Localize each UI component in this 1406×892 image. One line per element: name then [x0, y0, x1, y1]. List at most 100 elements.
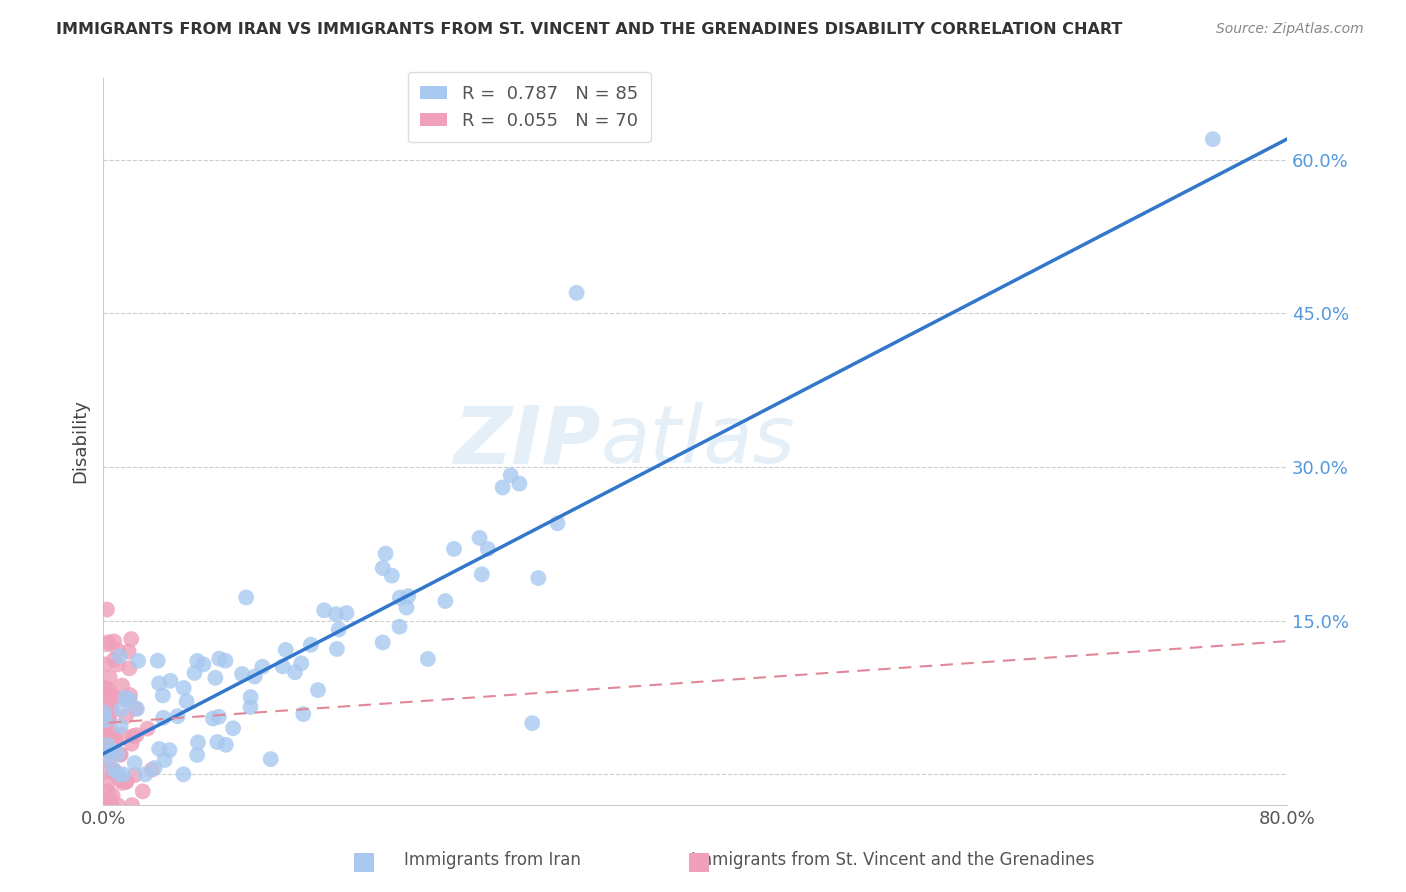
- Point: [121, 737, 143, 751]
- Point: [325, 607, 347, 622]
- Point: [208, 710, 231, 724]
- Point: [152, 689, 174, 703]
- Point: [299, 638, 322, 652]
- Point: [468, 531, 491, 545]
- Point: [127, 654, 149, 668]
- Point: [94, 690, 117, 705]
- Point: [183, 665, 205, 680]
- Point: [94, 750, 117, 764]
- Point: [335, 606, 357, 620]
- Point: [115, 774, 138, 789]
- Point: [97, 635, 120, 649]
- Point: [434, 594, 457, 608]
- Point: [141, 763, 163, 777]
- Point: [471, 567, 494, 582]
- Point: [124, 768, 146, 782]
- Point: [101, 789, 124, 803]
- Point: [328, 623, 350, 637]
- Point: [374, 547, 396, 561]
- Point: [214, 654, 236, 668]
- Point: [208, 651, 231, 665]
- Point: [98, 734, 121, 748]
- Point: [388, 591, 411, 605]
- Point: [148, 742, 170, 756]
- Point: [97, 731, 120, 745]
- Point: [98, 670, 121, 684]
- Point: [124, 756, 146, 770]
- Y-axis label: Disability: Disability: [72, 400, 89, 483]
- Point: [152, 711, 174, 725]
- Point: [103, 689, 125, 703]
- Point: [93, 765, 115, 780]
- Point: [93, 706, 115, 720]
- Point: [97, 712, 120, 726]
- Point: [93, 726, 115, 740]
- Point: [107, 657, 129, 672]
- Point: [134, 767, 156, 781]
- Point: [117, 644, 139, 658]
- Point: [97, 681, 120, 696]
- Point: [100, 735, 122, 749]
- Point: [193, 657, 215, 672]
- Point: [125, 702, 148, 716]
- Point: [499, 468, 522, 483]
- Point: [97, 752, 120, 766]
- Point: [395, 600, 418, 615]
- Point: [527, 571, 550, 585]
- Point: [101, 691, 124, 706]
- Point: [314, 603, 336, 617]
- Point: [103, 653, 125, 667]
- Point: [101, 762, 124, 776]
- Text: Immigrants from Iran: Immigrants from Iran: [404, 851, 581, 869]
- Point: [98, 706, 121, 721]
- Point: [491, 481, 513, 495]
- Point: [103, 634, 125, 648]
- Point: [166, 709, 188, 723]
- Point: [231, 667, 253, 681]
- Point: [565, 285, 588, 300]
- Point: [108, 767, 131, 781]
- Point: [396, 589, 419, 603]
- Point: [96, 637, 118, 651]
- Point: [136, 722, 159, 736]
- Point: [97, 793, 120, 807]
- Point: [110, 747, 132, 762]
- Point: [107, 747, 129, 762]
- Point: [93, 681, 115, 695]
- Point: [388, 620, 411, 634]
- Point: [243, 669, 266, 683]
- Point: [173, 767, 195, 781]
- Point: [100, 793, 122, 807]
- Point: [381, 568, 404, 582]
- Point: [94, 713, 117, 727]
- Point: [112, 767, 135, 781]
- Point: [97, 711, 120, 725]
- Point: [307, 683, 329, 698]
- Point: [96, 715, 118, 730]
- Point: [111, 679, 134, 693]
- Point: [132, 784, 155, 798]
- Point: [522, 716, 544, 731]
- Point: [187, 735, 209, 749]
- Point: [260, 752, 283, 766]
- Point: [110, 702, 132, 716]
- Text: Source: ZipAtlas.com: Source: ZipAtlas.com: [1216, 22, 1364, 37]
- Point: [115, 709, 138, 723]
- Point: [94, 717, 117, 731]
- Point: [97, 798, 120, 813]
- Point: [100, 740, 122, 755]
- Point: [186, 747, 208, 762]
- Point: [176, 694, 198, 708]
- Point: [547, 516, 569, 531]
- Point: [107, 798, 129, 813]
- Point: [111, 774, 134, 789]
- Point: [239, 690, 262, 704]
- Point: [1202, 132, 1225, 146]
- Point: [143, 761, 166, 775]
- Point: [204, 671, 226, 685]
- Point: [118, 693, 141, 707]
- Point: [125, 728, 148, 742]
- Point: [215, 738, 238, 752]
- Text: ZIP: ZIP: [453, 402, 600, 481]
- Point: [201, 712, 224, 726]
